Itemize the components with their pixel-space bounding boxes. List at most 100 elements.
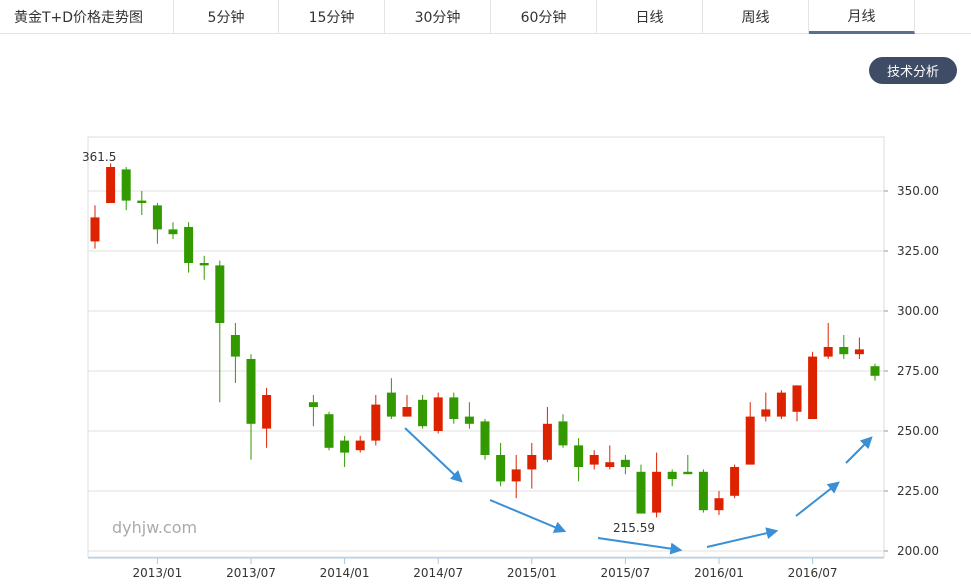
x-tick-label: 2014/07: [413, 566, 463, 580]
candle: [542, 407, 552, 463]
candle: [137, 191, 147, 215]
candle: [402, 395, 412, 417]
candle-body: [745, 416, 755, 465]
candle-body: [620, 459, 630, 467]
watermark: dyhjw.com: [112, 518, 197, 537]
trend-arrow: [404, 427, 463, 483]
trend-arrow: [489, 499, 567, 533]
y-tick-label: 300.00: [897, 304, 939, 318]
candle-body: [496, 455, 506, 482]
tab-5min[interactable]: 5分钟: [174, 0, 279, 34]
candle: [745, 402, 755, 465]
x-tick-label: 2016/01: [694, 566, 744, 580]
candle: [262, 387, 272, 448]
tab-15min[interactable]: 15分钟: [279, 0, 385, 34]
candle-body: [199, 263, 209, 266]
candle: [215, 260, 225, 403]
trend-arrow: [845, 436, 873, 464]
candle-body: [371, 404, 381, 441]
candle: [386, 378, 396, 419]
x-tick-label: 2016/07: [788, 566, 838, 580]
candle-body: [636, 471, 646, 514]
candle-body: [340, 440, 350, 453]
candle-body: [355, 440, 365, 451]
candle-body: [870, 366, 880, 376]
candle: [199, 255, 209, 280]
candle-body: [527, 455, 537, 470]
candle-body: [667, 471, 677, 479]
candle-body: [823, 347, 833, 357]
candle: [808, 351, 818, 419]
candle-body: [137, 200, 147, 203]
candle: [324, 411, 334, 451]
candle: [667, 469, 677, 487]
y-tick-label: 350.00: [897, 184, 939, 198]
candle: [730, 464, 740, 499]
y-tick-label: 325.00: [897, 244, 939, 258]
candle-body: [262, 395, 272, 429]
candle: [636, 464, 646, 514]
candle-body: [386, 392, 396, 417]
candle-body: [230, 335, 240, 357]
candle-body: [246, 359, 256, 424]
trend-arrow: [597, 537, 683, 555]
candle-body: [683, 471, 693, 475]
candle: [776, 390, 786, 419]
y-tick-label: 200.00: [897, 544, 939, 558]
candle-body: [324, 414, 334, 448]
candle-body: [168, 229, 178, 235]
candle-body: [589, 455, 599, 465]
candle: [574, 438, 584, 482]
candle: [558, 414, 568, 448]
candle-body: [418, 399, 428, 427]
candle: [464, 402, 474, 429]
tab-weekly[interactable]: 周线: [703, 0, 809, 34]
x-tick-label: 2013/07: [226, 566, 276, 580]
y-tick-label: 275.00: [897, 364, 939, 378]
candle: [152, 203, 162, 244]
candle-body: [402, 407, 412, 417]
candles: [90, 163, 880, 518]
candle: [168, 222, 178, 239]
candle-body: [106, 167, 116, 203]
tab-60min[interactable]: 60分钟: [491, 0, 597, 34]
candle-body: [808, 356, 818, 419]
candle: [839, 335, 849, 359]
candle-body: [605, 462, 615, 467]
candle-body: [449, 397, 459, 419]
candle: [90, 205, 100, 249]
candle-body: [730, 467, 740, 496]
candle-body: [511, 469, 521, 482]
x-tick-label: 2015/01: [507, 566, 557, 580]
technical-analysis-button[interactable]: 技术分析: [869, 57, 957, 84]
candle-body: [152, 205, 162, 230]
candle: [355, 435, 365, 453]
x-tick-label: 2014/01: [320, 566, 370, 580]
candle-body: [480, 421, 490, 455]
candle: [230, 323, 240, 383]
candle-body: [558, 421, 568, 446]
candle: [371, 395, 381, 446]
candle-body: [792, 385, 802, 412]
tab-daily[interactable]: 日线: [597, 0, 703, 34]
tab-30min[interactable]: 30分钟: [385, 0, 491, 34]
candle-body: [761, 409, 771, 417]
min-label: 215.59: [613, 521, 655, 535]
candle-body: [308, 402, 318, 407]
trend-arrow: [795, 481, 840, 517]
candle: [418, 395, 428, 429]
y-tick-label: 250.00: [897, 424, 939, 438]
candle-body: [839, 347, 849, 355]
candle-body: [652, 471, 662, 513]
candle: [870, 363, 880, 381]
candle: [620, 455, 630, 475]
candle: [308, 395, 318, 427]
candle-body: [121, 169, 131, 201]
tab-monthly[interactable]: 月线: [809, 0, 915, 34]
candle: [714, 491, 724, 515]
trend-arrow: [706, 527, 779, 548]
grid-lines: [88, 190, 884, 552]
candle: [761, 392, 771, 422]
x-tick-label: 2015/07: [600, 566, 650, 580]
y-axis: 350.00 325.00 300.00 275.00 250.00 225.00 200.…: [884, 184, 939, 558]
